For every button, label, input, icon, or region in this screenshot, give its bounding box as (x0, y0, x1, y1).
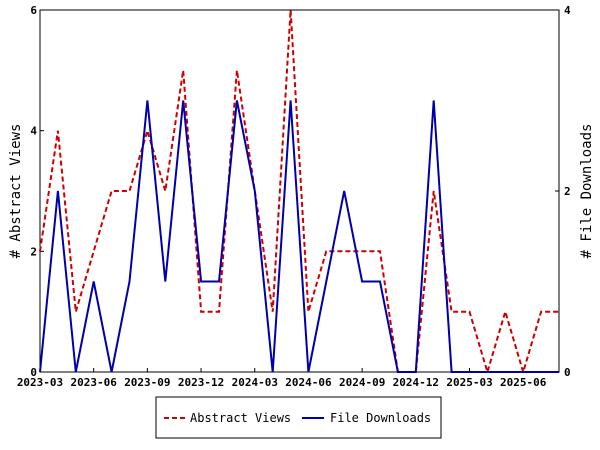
y-left-tick-label: 6 (30, 4, 37, 17)
x-tick-label: 2023-12 (178, 376, 224, 389)
x-tick-label: 2024-03 (232, 376, 278, 389)
x-tick-label: 2024-06 (285, 376, 332, 389)
y-right-tick-label: 4 (564, 4, 571, 17)
x-tick-label: 2023-09 (124, 376, 170, 389)
x-tick-label: 2024-09 (339, 376, 385, 389)
series-line-abstract-views (39, 9, 559, 376)
x-tick-label: 2025-03 (446, 376, 492, 389)
y-left-tick-label: 4 (30, 125, 37, 138)
y-right-tick-label: 2 (564, 185, 571, 198)
legend-label-file-downloads: File Downloads (330, 411, 431, 425)
y-axis-right-title: # File Downloads (579, 124, 595, 259)
y-left-tick-label: 0 (30, 366, 37, 379)
x-tick-label: 2025-06 (500, 376, 547, 389)
y-left-tick-label: 2 (30, 245, 37, 258)
x-tick-label: 2023-06 (71, 376, 118, 389)
legend: Abstract Views File Downloads (155, 396, 442, 439)
legend-box (155, 396, 442, 439)
y-right-tick-label: 0 (564, 366, 571, 379)
x-axis: 2023-03 2023-06 2023-09 2023-12 2024-03 2024-… (17, 368, 547, 389)
x-tick-label: 2024-12 (393, 376, 439, 389)
series-layer (39, 9, 559, 376)
series-line-file-downloads (39, 100, 559, 373)
y-axis-left-title: # Abstract Views (8, 124, 24, 259)
legend-label-abstract-views: Abstract Views (190, 411, 291, 425)
x-tick-label: 2023-03 (17, 376, 63, 389)
